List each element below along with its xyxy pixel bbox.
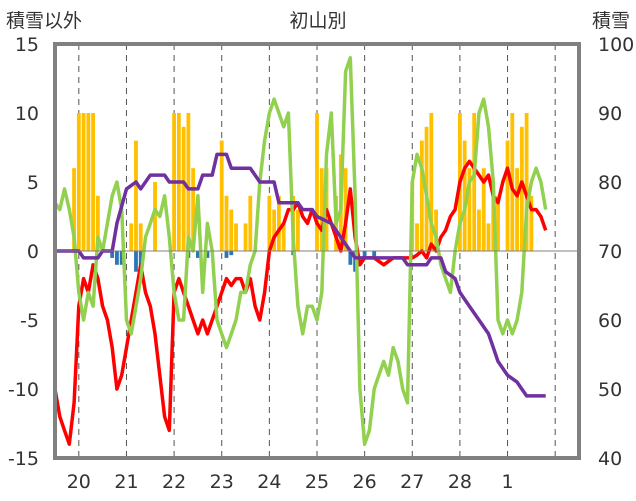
chart-title: 初山別 (289, 10, 346, 32)
y-left-tick-3: 0 (27, 241, 39, 263)
bar-0-19 (243, 223, 248, 251)
bar-0-2 (81, 113, 86, 251)
y-left-tick-4: -5 (20, 310, 39, 332)
series-line-2 (55, 152, 546, 398)
y-right-tick-4: 60 (598, 310, 622, 332)
x-tick-5: 25 (305, 471, 329, 493)
y-right-label: 積雪 (592, 10, 630, 32)
y-right-tick-labels: 100 90 80 70 60 50 40 (598, 34, 634, 470)
y-left-tick-2: 5 (27, 172, 39, 194)
bar-0-40 (462, 140, 467, 251)
bar-1-9 (229, 251, 234, 256)
precipitation-bars (72, 113, 534, 272)
x-tick-8: 28 (448, 471, 472, 493)
bar-0-42 (472, 113, 477, 251)
bar-0-7 (134, 140, 138, 251)
y-left-label: 積雪以外 (6, 10, 82, 32)
bar-0-6 (129, 223, 134, 251)
y-left-tick-1: 10 (15, 103, 39, 125)
bar-0-17 (229, 209, 234, 251)
bar-0-41 (467, 168, 472, 251)
bar-1-3 (134, 251, 138, 272)
bar-0-43 (477, 209, 481, 251)
series-line-0 (53, 159, 548, 446)
bar-0-52 (524, 113, 529, 251)
bar-1-14 (372, 251, 377, 258)
bar-0-24 (281, 223, 286, 251)
x-tick-1: 21 (114, 471, 138, 493)
bar-0-23 (276, 195, 281, 251)
bar-0-8 (138, 223, 143, 251)
bar-0-20 (248, 195, 253, 251)
bar-0-14 (191, 168, 196, 251)
bar-0-32 (343, 168, 348, 251)
bar-0-50 (515, 168, 519, 251)
x-tick-0: 20 (67, 471, 91, 493)
bar-0-15 (219, 140, 224, 251)
x-tick-9: 1 (501, 471, 513, 493)
y-right-tick-1: 90 (598, 103, 622, 125)
bar-0-44 (481, 168, 486, 251)
bar-0-9 (153, 182, 157, 251)
bar-0-38 (434, 209, 438, 251)
bar-0-47 (496, 195, 500, 251)
x-tick-2: 22 (162, 471, 186, 493)
bar-1-13 (362, 251, 367, 258)
x-tick-4: 24 (257, 471, 281, 493)
bar-1-0 (110, 251, 115, 258)
bar-0-0 (72, 168, 76, 251)
bar-1-6 (196, 251, 200, 258)
bar-1-7 (205, 251, 210, 258)
bar-1-4 (138, 251, 143, 265)
bar-0-16 (224, 195, 229, 251)
bar-0-12 (181, 126, 186, 251)
y-right-tick-0: 100 (598, 34, 634, 56)
y-left-tick-0: 15 (15, 34, 39, 56)
bar-0-18 (234, 223, 238, 251)
bar-0-35 (419, 140, 424, 251)
bar-0-53 (529, 195, 534, 251)
bar-0-45 (486, 223, 491, 251)
bar-0-27 (315, 113, 319, 251)
bar-0-48 (505, 140, 510, 251)
y-left-tick-6: -15 (8, 448, 39, 470)
y-right-tick-2: 80 (598, 172, 622, 194)
x-tick-labels: 20 21 22 23 24 25 26 27 28 1 (67, 471, 514, 493)
bar-0-22 (272, 209, 277, 251)
bar-0-3 (86, 113, 91, 251)
x-tick-7: 27 (400, 471, 424, 493)
bar-0-37 (429, 113, 434, 251)
y-right-tick-3: 70 (598, 241, 622, 263)
bar-0-4 (91, 113, 96, 251)
x-tick-6: 26 (353, 471, 377, 493)
bar-1-11 (348, 251, 353, 265)
bar-0-51 (519, 126, 524, 251)
bar-1-2 (119, 251, 124, 265)
bar-0-26 (296, 209, 300, 251)
y-left-tick-labels: 15 10 5 0 -5 -10 -15 (8, 34, 39, 470)
bar-0-5 (95, 195, 100, 251)
y-right-tick-5: 50 (598, 379, 622, 401)
y-left-tick-5: -10 (8, 379, 39, 401)
bar-0-13 (186, 113, 191, 251)
bar-0-1 (76, 113, 81, 251)
bar-0-21 (267, 195, 272, 251)
bar-0-28 (319, 168, 324, 251)
series-line-1 (53, 56, 548, 446)
bar-1-1 (115, 251, 119, 265)
bar-1-8 (224, 251, 229, 258)
series-lines (53, 56, 548, 446)
x-tick-3: 23 (210, 471, 234, 493)
y-right-tick-6: 40 (598, 448, 622, 470)
bar-0-34 (415, 223, 419, 251)
